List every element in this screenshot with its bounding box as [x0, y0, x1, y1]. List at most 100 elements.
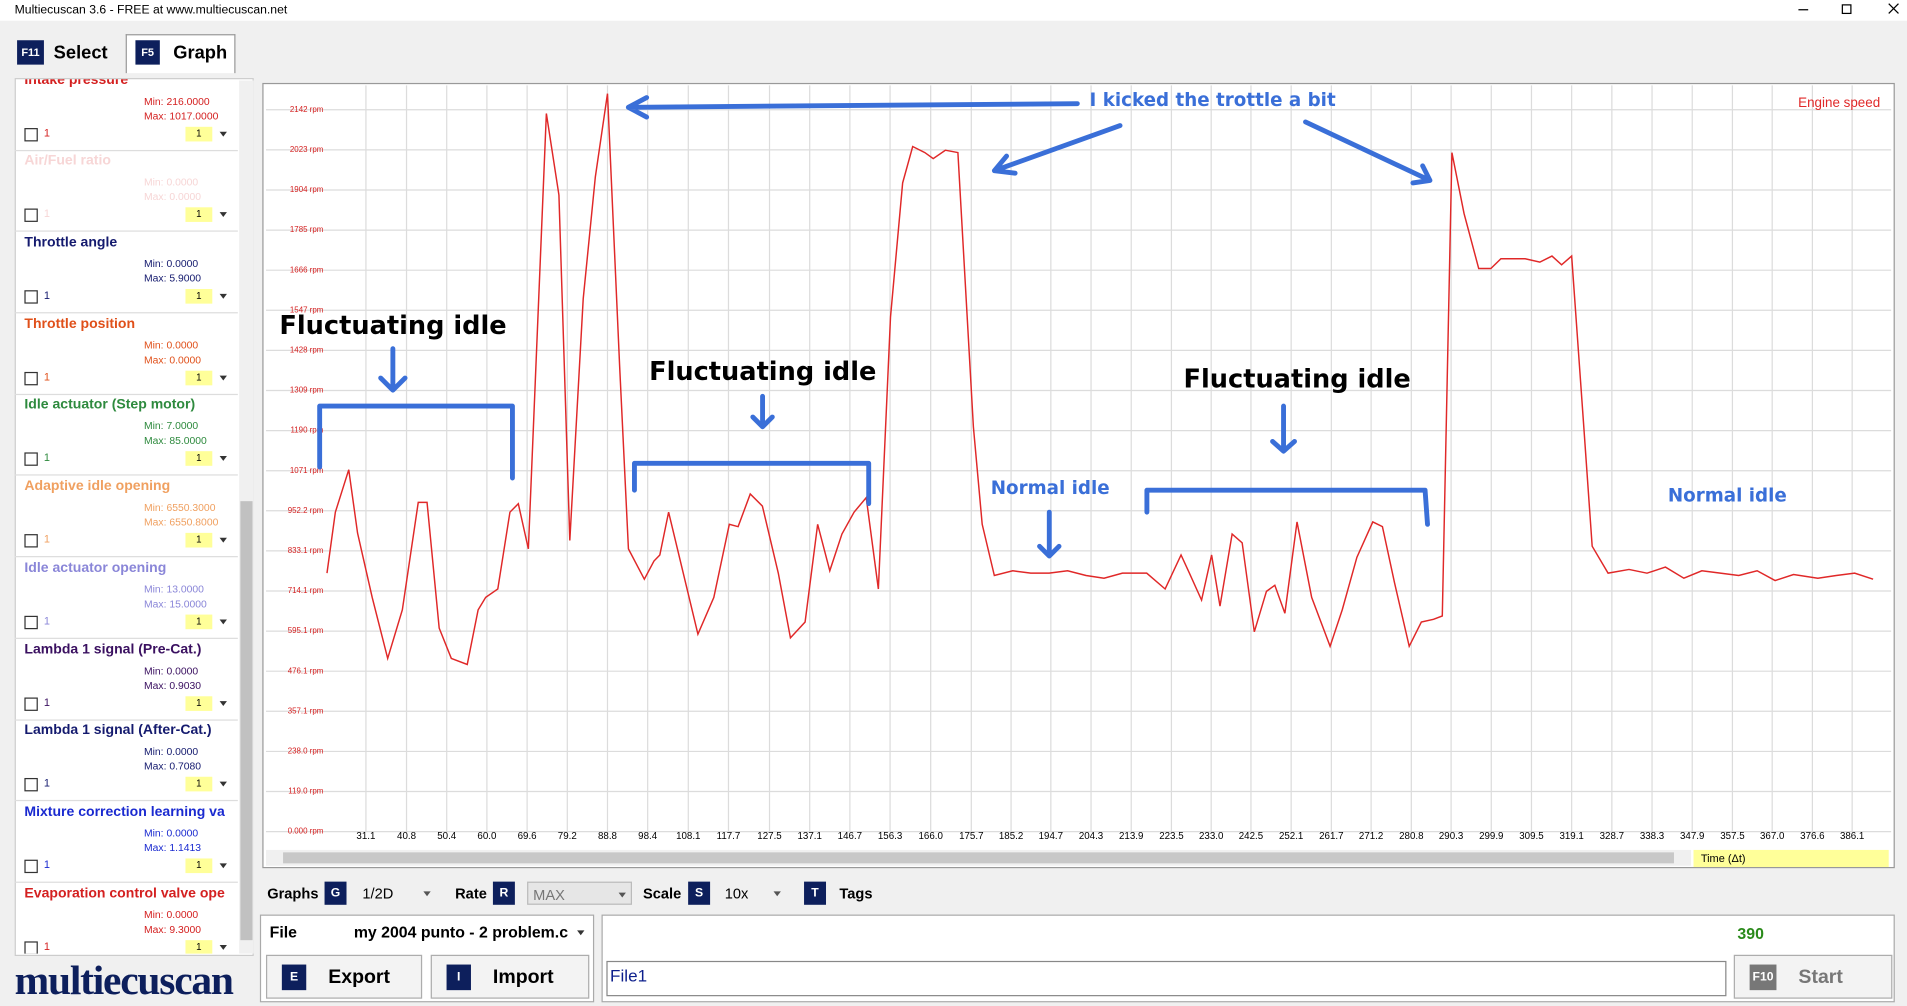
checkbox[interactable]: [24, 696, 38, 711]
parameter-name: Idle actuator (Step motor): [24, 398, 196, 413]
bracket: [632, 460, 872, 507]
x-tick-label: 31.1: [356, 831, 375, 842]
chart-scrollbar[interactable]: [265, 849, 1692, 866]
checkbox[interactable]: [24, 452, 38, 467]
checkbox[interactable]: [24, 371, 38, 385]
checkbox[interactable]: [24, 290, 38, 304]
scale-select[interactable]: 1: [185, 288, 229, 304]
annotation: Fluctuating idle: [1183, 364, 1410, 394]
scale-value: 1: [185, 288, 213, 304]
dropdown-arrow: [219, 863, 227, 869]
annotation: Normal idle: [991, 478, 1110, 499]
parameter-list: Intake pressure Min: 216.0000 Max: 1017.00…: [14, 79, 238, 954]
x-tick-label: 213.9: [1119, 831, 1143, 842]
tab[interactable]: F5 Graph: [125, 34, 236, 74]
dropdown-arrow: [577, 930, 585, 936]
time-selector[interactable]: Time (Δt): [1693, 849, 1889, 867]
checkbox-label: 1: [43, 532, 51, 546]
y-tick-label: 595.1 rpm: [288, 626, 324, 635]
annotation: Fluctuating idle: [279, 311, 506, 341]
log-box[interactable]: File1: [606, 960, 1727, 997]
parameter-min: Min: 0.0000: [143, 338, 199, 351]
parameter-min: Min: 216.0000: [143, 94, 210, 107]
scale-select[interactable]: 1: [185, 126, 229, 141]
scroll-thumb[interactable]: [240, 501, 253, 941]
scale-select[interactable]: 1: [185, 614, 229, 629]
y-tick-label: 0.000 rpm: [288, 827, 324, 836]
checkbox[interactable]: [24, 127, 38, 141]
scale-select[interactable]: 1: [185, 695, 229, 711]
x-tick-label: 98.4: [638, 831, 658, 842]
x-tick-label: 166.0: [918, 831, 943, 842]
checkbox[interactable]: [24, 208, 38, 223]
parameter-item: Throttle position Min: 0.0000 Max: 0.0000 1…: [14, 313, 238, 395]
parameter-max: Max: 85.0000: [143, 434, 207, 447]
checkbox-label: 1: [43, 939, 51, 952]
dropdown-arrow: [219, 131, 227, 137]
checkbox-label: 1: [43, 451, 51, 464]
scroll-thumb[interactable]: [283, 852, 1674, 864]
tab-label: Graph: [173, 42, 228, 64]
parameter-item: Idle actuator opening Min: 13.0000 Max: 15…: [14, 557, 238, 639]
scale-select[interactable]: 1: [185, 858, 229, 873]
y-tick-label: 1904 rpm: [290, 185, 324, 194]
parameter-max: Max: 9.3000: [143, 922, 202, 935]
annotation: Normal idle: [1668, 485, 1787, 506]
x-tick-label: 60.0: [477, 831, 497, 842]
y-tick-label: 1190 rpm: [290, 426, 323, 435]
scale-select[interactable]: 1: [185, 451, 229, 467]
x-tick-label: 156.3: [878, 831, 902, 842]
scale-select[interactable]: 1: [185, 370, 229, 385]
dropdown-arrow: [618, 892, 626, 898]
scale-select[interactable]: 1: [185, 939, 229, 954]
button[interactable]: I Import: [430, 954, 590, 999]
button-label: Start: [1798, 966, 1843, 988]
parameter-name: Idle actuator opening: [24, 560, 167, 576]
toolbar-select[interactable]: 1/2D: [357, 882, 438, 905]
button-label: Import: [492, 966, 554, 988]
tab[interactable]: F11 Select: [7, 34, 124, 74]
y-tick-label: 833.1 rpm: [288, 546, 324, 555]
toolbar-select[interactable]: 10x: [720, 882, 788, 905]
y-tick-label: 1547 rpm: [290, 305, 324, 314]
y-tick-label: 1428 rpm: [290, 345, 324, 354]
scale-select[interactable]: 1: [185, 532, 229, 548]
chart-panel: [262, 82, 1895, 869]
parameter-min: Min: 0.0000: [143, 175, 199, 189]
scale-value: 1: [185, 532, 213, 548]
y-tick-label: 952.2 rpm: [288, 506, 324, 515]
x-tick-label: 194.7: [1039, 831, 1063, 842]
parameter-item: Lambda 1 signal (After-Cat.) Min: 0.0000 M…: [14, 720, 238, 802]
dropdown-arrow: [219, 944, 227, 950]
checkbox[interactable]: [24, 615, 38, 629]
log-count: 390: [1737, 924, 1764, 943]
x-tick-label: 204.3: [1079, 831, 1103, 842]
checkbox[interactable]: [24, 859, 38, 873]
scale-select[interactable]: 1: [185, 776, 229, 792]
button[interactable]: F10 Start: [1733, 954, 1893, 999]
y-tick-label: 1309 rpm: [290, 386, 324, 395]
y-tick-label: 119.0 rpm: [288, 787, 323, 796]
x-tick-label: 117.7: [717, 831, 741, 842]
x-tick-label: 386.1: [1840, 831, 1864, 842]
parameter-item: Lambda 1 signal (Pre-Cat.) Min: 0.0000 Max…: [14, 638, 238, 721]
scrollbar[interactable]: [239, 80, 254, 954]
scale-value: 1: [185, 126, 213, 141]
y-tick-label: 2023 rpm: [290, 145, 324, 154]
toolbar-key: S: [688, 881, 711, 905]
title-bar: [0, 0, 1907, 21]
y-tick-label: 2142 rpm: [290, 105, 324, 114]
scale-select[interactable]: 1: [185, 207, 229, 223]
checkbox[interactable]: [24, 778, 38, 792]
file-select[interactable]: my 2004 punto - 2 problem.c: [351, 919, 590, 943]
parameter-item: Mixture correction learning va Min: 0.000…: [14, 801, 238, 883]
dropdown-arrow: [773, 891, 781, 897]
scale-value: 1: [185, 614, 213, 629]
checkbox[interactable]: [24, 534, 38, 548]
window-controls[interactable]: [1781, 0, 1907, 20]
button[interactable]: E Export: [265, 954, 423, 999]
parameter-max: Max: 15.0000: [143, 597, 207, 610]
checkbox[interactable]: [24, 940, 38, 954]
toolbar-select[interactable]: MAX: [527, 881, 633, 905]
log-entry: File1: [610, 965, 648, 986]
